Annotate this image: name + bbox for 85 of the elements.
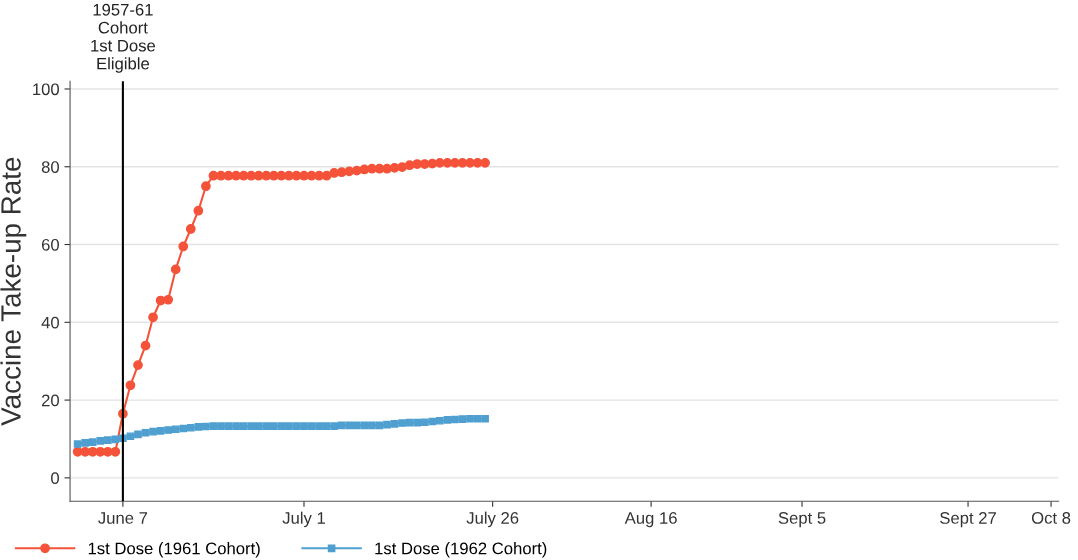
point <box>404 160 415 171</box>
point <box>81 439 89 447</box>
point <box>345 421 354 430</box>
point <box>285 422 293 430</box>
point <box>103 436 112 444</box>
legend-label: 1st Dose (1961 Cohort) <box>88 542 260 558</box>
y-tick-label: 20 <box>41 394 59 407</box>
point <box>457 158 468 168</box>
point <box>170 264 181 275</box>
point <box>141 428 150 437</box>
point <box>383 420 391 429</box>
point <box>300 422 308 430</box>
point <box>125 380 136 391</box>
point <box>481 414 489 423</box>
point <box>194 423 203 431</box>
point <box>277 422 286 430</box>
point <box>232 422 240 430</box>
point <box>315 422 323 430</box>
y-tick-label: 40 <box>41 316 59 329</box>
y-tick-label: 100 <box>33 83 59 96</box>
x-tick-label: Oct 8 <box>1031 512 1071 524</box>
point <box>472 158 483 168</box>
point <box>163 294 174 305</box>
point <box>322 422 331 430</box>
point <box>451 415 459 424</box>
point <box>185 224 196 234</box>
point <box>133 360 143 370</box>
point <box>436 416 444 425</box>
point <box>186 423 195 432</box>
point <box>224 422 233 430</box>
point <box>148 312 158 323</box>
point <box>201 181 211 192</box>
x-tick-label: July 1 <box>282 511 325 528</box>
x-tick-label: Sept 5 <box>778 512 826 528</box>
point <box>209 422 218 430</box>
point <box>179 424 188 433</box>
point <box>156 426 165 435</box>
point <box>140 340 151 351</box>
point <box>88 438 97 446</box>
point <box>126 432 135 441</box>
x-tick-label: July 26 <box>466 511 519 528</box>
point <box>458 415 467 423</box>
point <box>110 446 121 457</box>
y-tick-label: 0 <box>51 472 59 485</box>
point <box>330 422 339 430</box>
legend-label: 1st Dose (1962 Cohort) <box>375 542 547 558</box>
x-tick-label: Sept 27 <box>940 512 996 528</box>
point <box>397 162 407 173</box>
point <box>171 425 180 434</box>
point <box>329 168 340 178</box>
point <box>443 416 452 424</box>
point <box>254 422 263 430</box>
point <box>292 422 301 430</box>
point <box>269 422 278 430</box>
point <box>420 418 429 427</box>
point <box>149 427 157 436</box>
point <box>134 430 142 439</box>
point <box>352 421 361 430</box>
point <box>321 170 332 181</box>
y-axis-title: Vaccine Take-up Rate <box>0 157 27 426</box>
point <box>389 163 400 173</box>
point <box>178 241 189 252</box>
point <box>368 421 376 430</box>
y-tick-label: 80 <box>41 161 59 173</box>
point <box>466 414 474 423</box>
point <box>473 414 482 423</box>
point <box>239 422 248 430</box>
point <box>480 158 490 168</box>
point <box>193 205 204 216</box>
point <box>217 422 225 430</box>
point <box>96 437 105 445</box>
point <box>398 419 406 427</box>
point <box>202 422 210 431</box>
y-tick-label: 60 <box>41 238 59 251</box>
point <box>390 419 399 428</box>
point <box>428 417 437 426</box>
x-tick-label: June 7 <box>98 512 148 524</box>
x-tick-label: Aug 16 <box>624 512 677 528</box>
point <box>73 440 82 448</box>
point <box>307 422 316 430</box>
point <box>413 418 422 427</box>
point <box>262 422 271 430</box>
point <box>164 426 172 434</box>
ref-line-label: 1957-61 Cohort 1st Dose Eligible <box>91 3 156 73</box>
point <box>247 422 255 430</box>
